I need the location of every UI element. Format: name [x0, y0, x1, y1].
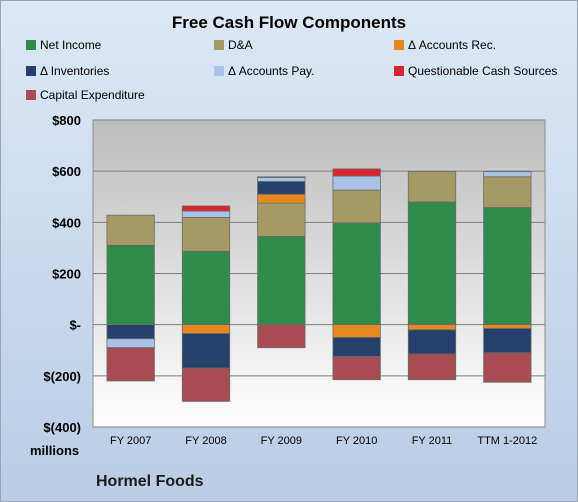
bar-segment: [106, 214, 155, 246]
y-unit-label: millions: [30, 443, 80, 458]
bar-segment: [106, 347, 155, 382]
bar-segment: [181, 205, 231, 212]
bar-segment: [332, 175, 381, 191]
legend-label: Δ Accounts Pay.: [228, 64, 315, 78]
legend-item: Δ Accounts Rec.: [394, 38, 496, 52]
legend: Net Income D&A Δ Accounts Rec. Δ Inventorie…: [0, 34, 578, 104]
bar-segment: [483, 176, 532, 208]
company-name: Hormel Foods: [96, 473, 204, 490]
legend-swatch: [394, 40, 404, 50]
legend-item: D&A: [214, 38, 253, 52]
bar-segment: [407, 324, 457, 331]
bar-segment: [181, 217, 231, 252]
bar-segment: [181, 333, 231, 369]
bar-segment: [106, 338, 155, 349]
bar-segment: [181, 210, 231, 218]
bar-segment: [407, 201, 457, 326]
legend-item: Δ Inventories: [26, 64, 109, 78]
x-tick-label: TTM 1-2012: [477, 435, 537, 447]
legend-swatch: [214, 40, 224, 50]
bar-segment: [106, 244, 155, 326]
bar-segment: [332, 222, 381, 326]
legend-item: Δ Accounts Pay.: [214, 64, 315, 78]
x-tick-label: FY 2008: [185, 435, 226, 447]
bar-segment: [483, 171, 532, 178]
legend-item: Questionable Cash Sources: [394, 64, 557, 78]
x-tick-label: FY 2007: [110, 435, 151, 447]
bar-segment: [257, 193, 306, 204]
legend-swatch: [26, 90, 36, 100]
bar-segment: [257, 236, 306, 326]
x-tick-label: FY 2009: [261, 435, 302, 447]
legend-label: Δ Inventories: [40, 64, 110, 78]
bar-segment: [407, 171, 457, 203]
legend-label: Net Income: [40, 38, 102, 52]
bar-segment: [407, 353, 457, 381]
bar-segment: [332, 168, 381, 177]
chart-title: Free Cash Flow Components: [171, 13, 407, 32]
y-tick-label: $(400): [43, 420, 81, 435]
y-tick-label: $800: [52, 113, 81, 128]
legend-item: Capital Expenditure: [26, 88, 145, 102]
bar-segment: [181, 250, 231, 326]
bar-segment: [332, 189, 381, 224]
bar-segment: [407, 329, 457, 355]
bar-segment: [483, 352, 532, 383]
x-tick-label: FY 2010: [336, 435, 377, 447]
bar-segment: [257, 324, 306, 349]
bar-segment: [483, 207, 532, 326]
bar-segment: [181, 367, 231, 402]
legend-label: Δ Accounts Rec.: [408, 38, 497, 52]
y-tick-label: $400: [52, 215, 81, 230]
bar-segment: [181, 324, 231, 335]
x-tick-label: FY 2011: [412, 435, 453, 447]
bar-segment: [332, 337, 381, 358]
legend-item: Net Income: [26, 38, 101, 52]
y-tick-label: $(200): [43, 369, 81, 384]
bar-segment: [483, 328, 532, 354]
y-tick-label: $600: [52, 164, 81, 179]
y-tick-label: $-: [69, 318, 81, 333]
legend-label: D&A: [228, 38, 253, 52]
legend-swatch: [26, 40, 36, 50]
bar-segment: [257, 180, 306, 195]
bar-segment: [257, 202, 306, 237]
bar-segment: [483, 324, 532, 329]
legend-label: Capital Expenditure: [40, 88, 145, 102]
bar-segment: [257, 177, 306, 182]
bar-segment: [332, 324, 381, 338]
legend-swatch: [26, 66, 36, 76]
y-tick-label: $200: [52, 267, 81, 282]
legend-label: Questionable Cash Sources: [408, 64, 558, 78]
legend-swatch: [214, 66, 224, 76]
legend-swatch: [394, 66, 404, 76]
bar-segment: [332, 356, 381, 381]
bar-segment: [257, 176, 306, 178]
bar-segment: [106, 324, 155, 340]
